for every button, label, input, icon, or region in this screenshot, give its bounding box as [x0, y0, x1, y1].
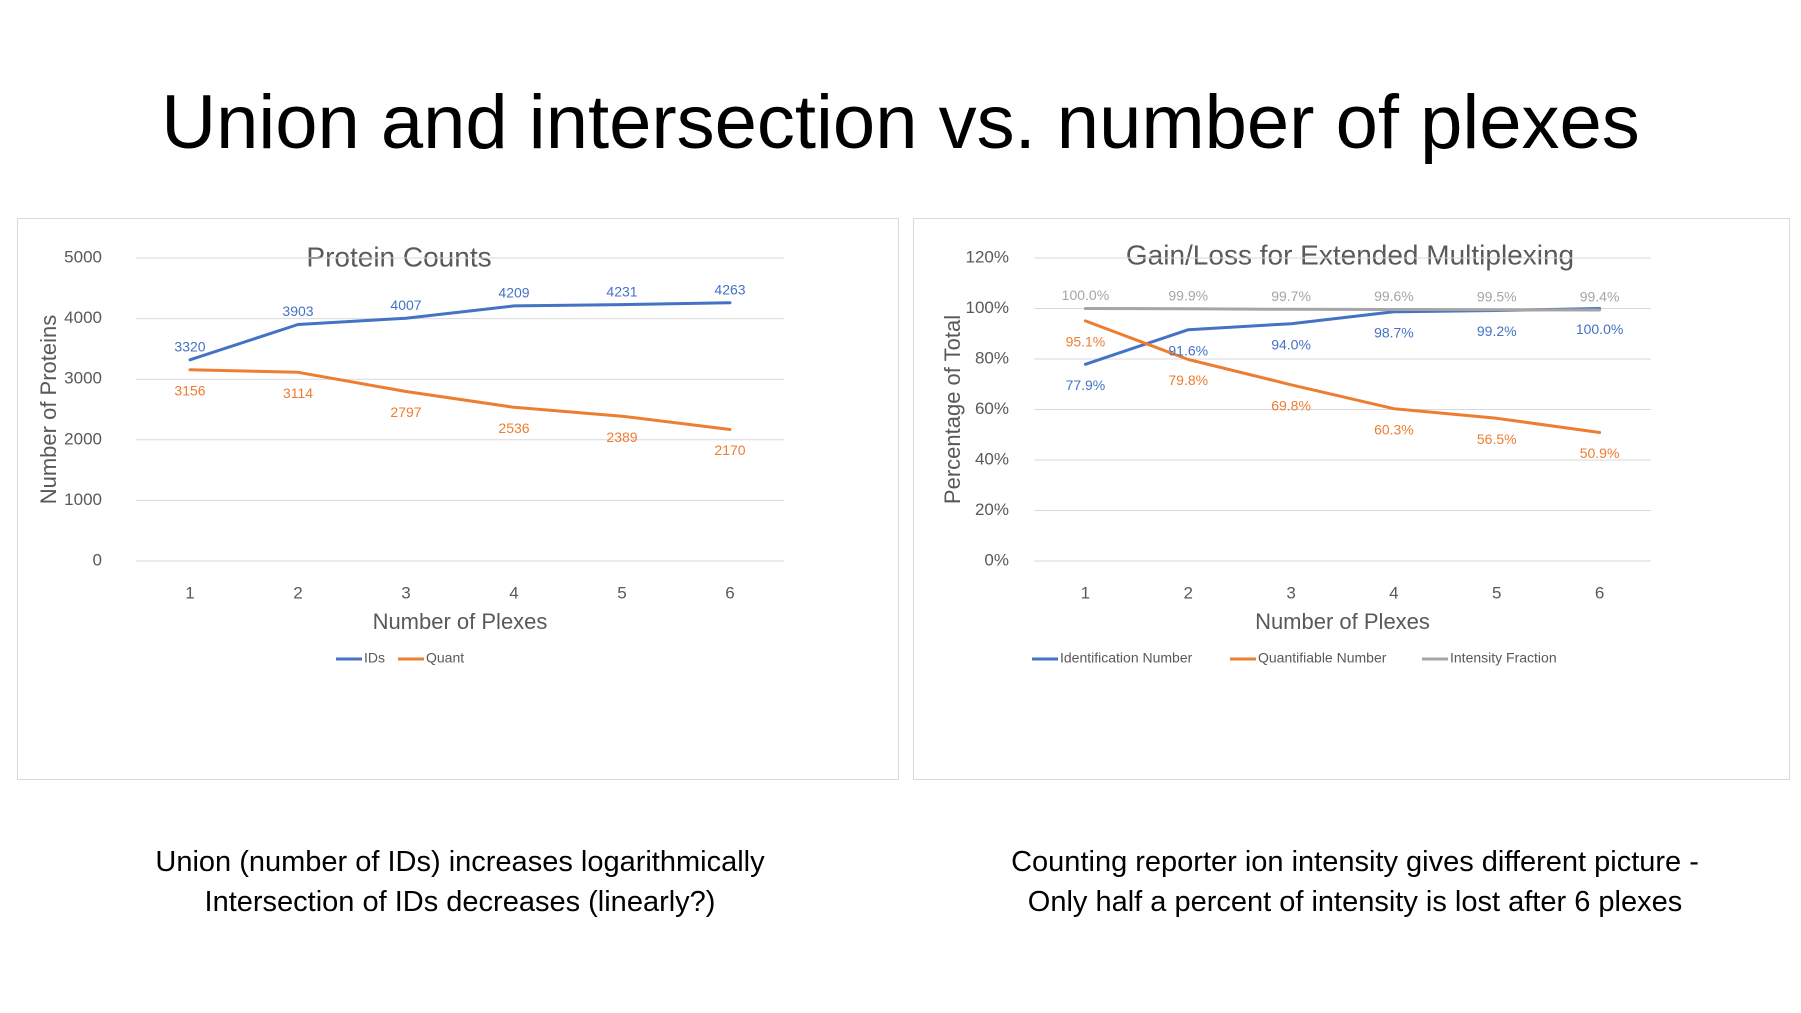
- y-tick-label: 100%: [966, 298, 1009, 317]
- y-tick-label: 20%: [975, 500, 1009, 519]
- y-tick-label: 1000: [64, 490, 102, 509]
- chart-title: Gain/Loss for Extended Multiplexing: [1126, 239, 1574, 270]
- x-tick-label: 6: [725, 583, 734, 602]
- data-label: 4007: [390, 297, 421, 313]
- y-tick-label: 0%: [984, 550, 1009, 569]
- caption-right: Counting reporter ion intensity gives di…: [930, 842, 1780, 922]
- gain-loss-svg: Gain/Loss for Extended Multiplexing 0% 20%…: [940, 239, 1651, 666]
- series-line-intensity-fraction: [1083, 307, 1602, 312]
- data-label: 100.0%: [1062, 287, 1109, 303]
- y-tick-label: 80%: [975, 348, 1009, 367]
- x-tick-label: 4: [1389, 583, 1398, 602]
- y-tick-label: 0: [93, 550, 102, 569]
- data-label: 79.8%: [1168, 372, 1208, 388]
- data-label: 99.6%: [1374, 288, 1414, 304]
- y-tick-label: 2000: [64, 429, 102, 448]
- x-tick-label: 3: [401, 583, 410, 602]
- data-label: 99.4%: [1580, 289, 1620, 305]
- legend-label: Quantifiable Number: [1258, 650, 1387, 666]
- series-line-quantifiable-number: [1083, 319, 1602, 434]
- data-label: 99.7%: [1271, 288, 1311, 304]
- caption-left: Union (number of IDs) increases logarith…: [60, 842, 860, 922]
- data-label: 2170: [714, 442, 745, 458]
- y-tick-label: 40%: [975, 449, 1009, 468]
- data-label: 99.5%: [1477, 288, 1517, 304]
- protein-counts-svg: Protein Counts 0 1000 2000 3000 4000 5000 1 2 3 4 5…: [36, 241, 784, 666]
- chart-title: Protein Counts: [306, 241, 491, 272]
- data-label: 3114: [283, 385, 313, 401]
- data-label: 94.0%: [1271, 336, 1311, 352]
- x-axis-label: Number of Plexes: [1255, 609, 1430, 634]
- x-tick-label: 4: [509, 583, 518, 602]
- y-axis-label: Number of Proteins: [36, 315, 61, 505]
- data-label: 99.2%: [1477, 323, 1517, 339]
- x-tick-label: 2: [1184, 583, 1193, 602]
- y-tick-label: 4000: [64, 308, 102, 327]
- data-label: 4209: [498, 285, 529, 301]
- data-label: 100.0%: [1576, 321, 1623, 337]
- data-label: 3156: [174, 382, 205, 398]
- x-tick-label: 1: [1081, 583, 1090, 602]
- data-label: 69.8%: [1271, 397, 1311, 413]
- data-label: 95.1%: [1066, 334, 1106, 350]
- data-label: 3320: [174, 339, 205, 355]
- caption-right-line-1: Counting reporter ion intensity gives di…: [1011, 846, 1699, 878]
- data-label: 4263: [714, 281, 745, 297]
- legend-label: Identification Number: [1060, 650, 1193, 666]
- data-label: 3903: [282, 303, 313, 319]
- y-axis-label: Percentage of Total: [940, 315, 965, 504]
- legend-label: IDs: [364, 650, 385, 666]
- data-label: 2389: [606, 429, 637, 445]
- caption-left-line-1: Union (number of IDs) increases logarith…: [155, 846, 765, 878]
- x-tick-label: 6: [1595, 583, 1604, 602]
- series-line-ids: [188, 301, 732, 362]
- data-label: 50.9%: [1580, 445, 1620, 461]
- y-tick-label: 5000: [64, 247, 102, 266]
- protein-counts-chart: Protein Counts 0 1000 2000 3000 4000 5000 1 2 3 4 5…: [17, 218, 899, 780]
- data-label: 91.6%: [1168, 342, 1208, 358]
- x-tick-label: 2: [293, 583, 302, 602]
- data-label: 98.7%: [1374, 324, 1414, 340]
- x-tick-label: 5: [1492, 583, 1501, 602]
- series-line-identification-number: [1083, 307, 1602, 366]
- data-label: 56.5%: [1477, 431, 1517, 447]
- data-label: 60.3%: [1374, 421, 1414, 437]
- x-tick-label: 5: [617, 583, 626, 602]
- slide-title: Union and intersection vs. number of ple…: [161, 80, 1640, 165]
- data-label: 99.9%: [1168, 287, 1208, 303]
- x-tick-label: 1: [185, 583, 194, 602]
- caption-right-line-2: Only half a percent of intensity is lost…: [1027, 886, 1683, 918]
- caption-left-line-2: Intersection of IDs decreases (linearly?…: [204, 886, 716, 918]
- legend-label: Intensity Fraction: [1450, 650, 1557, 666]
- legend-label: Quant: [426, 650, 464, 666]
- data-label: 77.9%: [1066, 377, 1106, 393]
- series-line-quant: [188, 368, 732, 431]
- data-label: 2536: [498, 420, 529, 436]
- x-tick-label: 3: [1286, 583, 1295, 602]
- y-tick-label: 3000: [64, 369, 102, 388]
- data-label: 2797: [390, 404, 421, 420]
- y-tick-label: 120%: [966, 247, 1009, 266]
- y-tick-label: 60%: [975, 399, 1009, 418]
- gain-loss-chart: Gain/Loss for Extended Multiplexing 0% 20%…: [913, 218, 1790, 780]
- data-label: 4231: [606, 283, 637, 299]
- x-axis-label: Number of Plexes: [373, 609, 548, 634]
